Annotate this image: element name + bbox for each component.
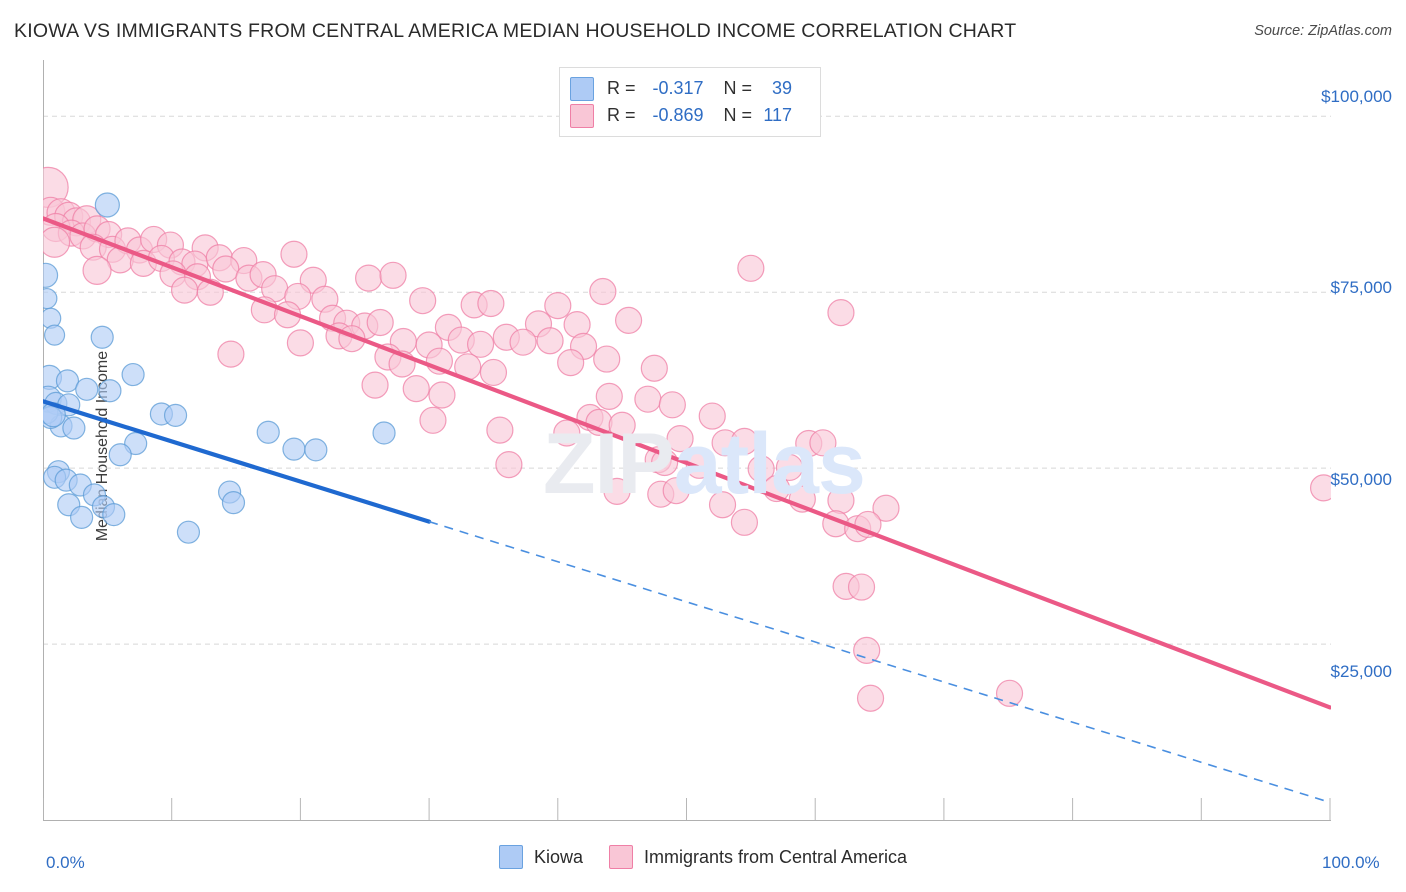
legend-item-kiowa[interactable]: Kiowa xyxy=(498,845,583,869)
y-tick-25000: $25,000 xyxy=(1330,662,1392,681)
y-tick-75000: $75,000 xyxy=(1330,278,1392,297)
legend-color-kiowa-icon xyxy=(498,845,523,869)
n-value-immigrants: 117 xyxy=(763,105,793,125)
plot-area xyxy=(43,60,1331,840)
stats-row-kiowa: R = -0.317 N = 39 xyxy=(570,75,810,102)
source-attribution: Source: ZipAtlas.com xyxy=(1254,23,1392,39)
legend-item-immigrants[interactable]: Immigrants from Central America xyxy=(608,845,908,869)
r-value-kiowa: -0.317 xyxy=(652,78,704,98)
correlation-stats-box: R = -0.317 N = 39 R = -0.869 N = 117 xyxy=(559,67,821,137)
page-title: KIOWA VS IMMIGRANTS FROM CENTRAL AMERICA… xyxy=(14,20,1017,42)
legend-swatch-kiowa-icon xyxy=(570,76,594,101)
n-label-kiowa: N = xyxy=(723,78,753,98)
legend-label-kiowa: Kiowa xyxy=(533,846,583,867)
x-tick-100: 100.0% xyxy=(1322,853,1380,872)
scatter-canvas xyxy=(43,60,1331,821)
legend-color-immigrants-icon xyxy=(608,845,633,869)
y-tick-100000: $100,000 xyxy=(1321,87,1392,106)
stats-row-immigrants: R = -0.869 N = 117 xyxy=(570,102,810,129)
n-label-immigrants: N = xyxy=(723,105,753,125)
r-value-immigrants: -0.869 xyxy=(652,105,704,125)
y-tick-50000: $50,000 xyxy=(1330,470,1392,489)
n-value-kiowa: 39 xyxy=(772,78,793,98)
r-label-kiowa: R = xyxy=(607,78,636,98)
legend-swatch-immigrants-icon xyxy=(570,103,594,128)
r-label-immigrants: R = xyxy=(607,105,636,125)
legend-label-immigrants: Immigrants from Central America xyxy=(643,846,908,867)
x-tick-0: 0.0% xyxy=(46,853,85,872)
chart-legend: Kiowa Immigrants from Central America xyxy=(0,845,1406,869)
